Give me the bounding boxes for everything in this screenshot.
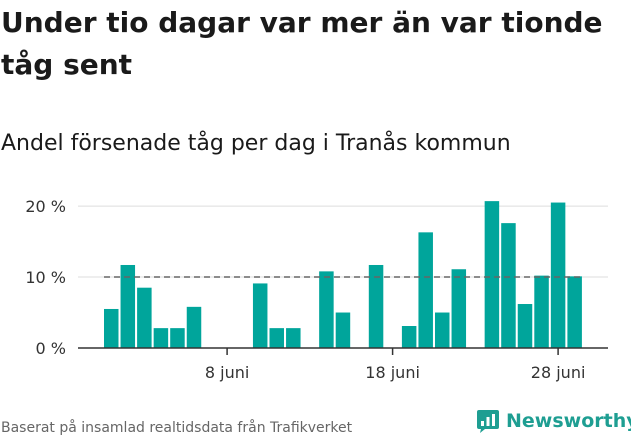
bar — [368, 264, 384, 348]
bar — [335, 312, 351, 348]
bar — [120, 264, 136, 348]
bar — [252, 283, 268, 348]
bar — [517, 304, 533, 348]
bar — [484, 201, 500, 348]
bar — [435, 312, 450, 348]
bar — [401, 326, 417, 348]
bar — [567, 276, 582, 348]
x-tick-label: 8 juni — [205, 363, 249, 382]
bar — [319, 271, 334, 348]
bar — [104, 308, 119, 348]
bar — [186, 306, 202, 348]
y-tick-label: 10 % — [25, 268, 66, 287]
bar — [550, 202, 566, 348]
bar — [451, 269, 467, 348]
y-tick-label: 0 % — [36, 339, 66, 358]
chart-subtitle: Andel försenade tåg per dag i Tranås kom… — [1, 131, 511, 156]
y-tick-label: 20 % — [25, 197, 66, 216]
bar — [170, 328, 185, 348]
newsworthy-logo: Newsworthy — [476, 409, 631, 433]
chart-title: Under tio dagar var mer än var tionde tå… — [1, 6, 603, 81]
bar — [286, 328, 301, 348]
source-note: Baserat på insamlad realtidsdata från Tr… — [1, 420, 353, 436]
bar — [501, 223, 516, 348]
x-tick-label: 18 juni — [365, 363, 420, 382]
bar — [153, 328, 169, 348]
bar — [418, 232, 433, 348]
bar-chart: 0 % 10 % 20 % 8 juni 18 juni 28 juni — [25, 197, 608, 382]
newsworthy-chart-icon — [477, 410, 499, 433]
brand-name: Newsworthy — [506, 410, 631, 432]
bar — [137, 287, 152, 348]
x-tick-label: 28 juni — [531, 363, 586, 382]
bar — [534, 275, 549, 348]
bar — [269, 328, 284, 348]
